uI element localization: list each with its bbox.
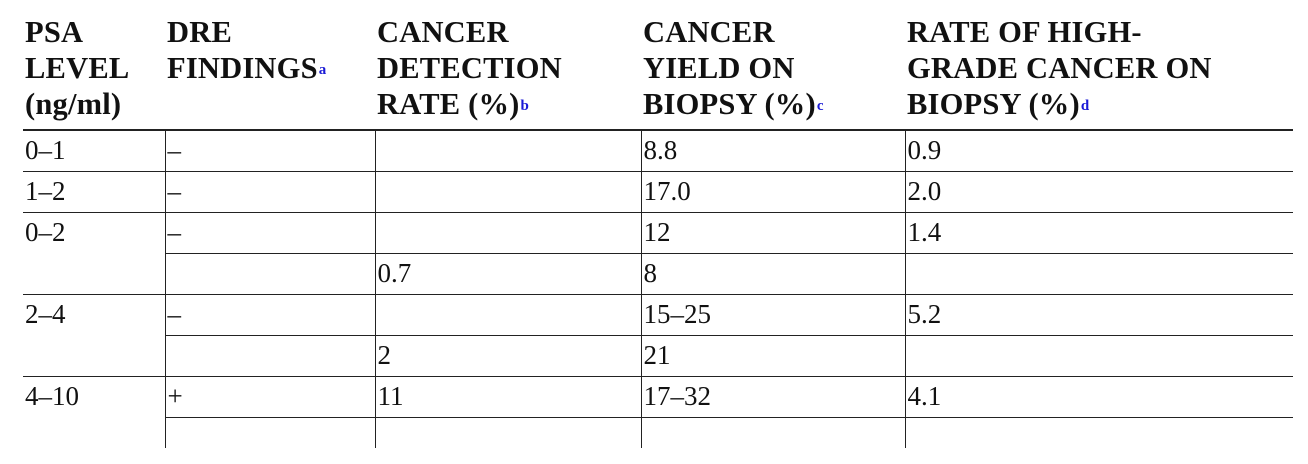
header-yield-line-2: YIELD ON xyxy=(643,51,795,85)
table-row: 4–10 + 11 17–32 4.1 xyxy=(23,375,1293,417)
cell-cancer-yield: 8 xyxy=(641,252,906,294)
cell-high-grade-rate: 5.2 xyxy=(905,293,1293,335)
table-body: 0–1 – 8.8 0.9 1–2 – 17.0 2.0 0–2 – 12 1.… xyxy=(23,129,1293,448)
cell-detection-rate: 0.7 xyxy=(375,252,642,294)
table-row: 2–4 – 15–25 5.2 xyxy=(23,293,1293,335)
cell-dre-findings: – xyxy=(165,293,376,335)
cell-psa-level: 0–1 xyxy=(23,129,166,171)
table-row: 0–1 – 8.8 0.9 xyxy=(23,129,1293,171)
cell-dre-findings xyxy=(165,416,376,448)
psa-cancer-table: PSA LEVEL (ng/ml) DRE FINDINGSa CANCER D… xyxy=(23,14,1293,448)
header-dre-line-2: FINDINGS xyxy=(167,51,318,85)
footnote-c-link[interactable]: c xyxy=(816,98,824,114)
header-detection-line-1: CANCER xyxy=(377,15,509,49)
header-yield-line-3-wrap: BIOPSY (%)c xyxy=(643,86,905,122)
cell-high-grade-rate: 2.0 xyxy=(905,170,1293,212)
header-dre-findings: DRE FINDINGSa xyxy=(165,14,375,130)
footnote-a-link[interactable]: a xyxy=(318,62,327,78)
cell-high-grade-rate xyxy=(905,252,1293,294)
cell-detection-rate xyxy=(375,211,642,253)
cell-cancer-yield: 17.0 xyxy=(641,170,906,212)
header-cancer-yield: CANCER YIELD ON BIOPSY (%)c xyxy=(641,14,905,130)
footnote-b-link[interactable]: b xyxy=(520,98,530,114)
cell-dre-findings: + xyxy=(165,375,376,417)
header-cancer-detection-rate: CANCER DETECTION RATE (%)b xyxy=(375,14,641,130)
cell-cancer-yield: 8.8 xyxy=(641,129,906,171)
cell-dre-findings: – xyxy=(165,129,376,171)
cell-detection-rate xyxy=(375,129,642,171)
header-psa-level: PSA LEVEL (ng/ml) xyxy=(23,14,165,130)
header-high-grade-rate: RATE OF HIGH- GRADE CANCER ON BIOPSY (%)… xyxy=(905,14,1293,130)
cell-psa-level: 1–2 xyxy=(23,170,166,212)
cell-high-grade-rate: 1.4 xyxy=(905,211,1293,253)
header-dre-line-1: DRE xyxy=(167,15,232,49)
cell-psa-level: 0–2 xyxy=(23,211,166,253)
header-high-grade-line-3-wrap: BIOPSY (%)d xyxy=(907,86,1293,122)
cell-cancer-yield: 17–32 xyxy=(641,375,906,417)
table-header: PSA LEVEL (ng/ml) DRE FINDINGSa CANCER D… xyxy=(23,14,1293,130)
header-detection-line-2: DETECTION xyxy=(377,51,562,85)
header-psa-line-3: (ng/ml) xyxy=(25,87,122,121)
cell-detection-rate xyxy=(375,293,642,335)
cell-cancer-yield: 12 xyxy=(641,211,906,253)
cell-dre-findings xyxy=(165,334,376,376)
cell-detection-rate: 11 xyxy=(375,375,642,417)
cell-cancer-yield: 15–25 xyxy=(641,293,906,335)
header-psa-line-2: LEVEL xyxy=(25,51,130,85)
cell-high-grade-rate: 0.9 xyxy=(905,129,1293,171)
cell-cancer-yield: 21 xyxy=(641,334,906,376)
cell-psa-level xyxy=(23,417,166,448)
table-row: 1–2 – 17.0 2.0 xyxy=(23,170,1293,212)
table-row: 0.7 8 xyxy=(23,252,1293,294)
table-row: 2 21 xyxy=(23,334,1293,376)
header-row: PSA LEVEL (ng/ml) DRE FINDINGSa CANCER D… xyxy=(23,14,1293,130)
cell-dre-findings: – xyxy=(165,211,376,253)
cell-psa-level xyxy=(23,253,166,294)
table-row xyxy=(23,416,1293,448)
table-row: 0–2 – 12 1.4 xyxy=(23,211,1293,253)
header-detection-line-3: RATE (%) xyxy=(377,87,520,121)
footnote-d-link[interactable]: d xyxy=(1080,98,1090,114)
header-high-grade-line-3: BIOPSY (%) xyxy=(907,87,1080,121)
cell-high-grade-rate xyxy=(905,416,1293,448)
cell-detection-rate xyxy=(375,416,642,448)
cell-psa-level: 4–10 xyxy=(23,375,166,417)
cell-dre-findings xyxy=(165,252,376,294)
cell-detection-rate xyxy=(375,170,642,212)
header-detection-line-3-wrap: RATE (%)b xyxy=(377,86,641,122)
header-high-grade-line-1: RATE OF HIGH- xyxy=(907,15,1142,49)
cell-high-grade-rate: 4.1 xyxy=(905,375,1293,417)
header-dre-line-2-wrap: FINDINGSa xyxy=(167,50,375,86)
cell-high-grade-rate xyxy=(905,334,1293,376)
cell-psa-level: 2–4 xyxy=(23,293,166,335)
cell-detection-rate: 2 xyxy=(375,334,642,376)
cell-psa-level xyxy=(23,335,166,376)
header-yield-line-1: CANCER xyxy=(643,15,775,49)
cell-cancer-yield xyxy=(641,416,906,448)
header-yield-line-3: BIOPSY (%) xyxy=(643,87,816,121)
header-high-grade-line-2: GRADE CANCER ON xyxy=(907,51,1212,85)
cell-dre-findings: – xyxy=(165,170,376,212)
header-psa-line-1: PSA xyxy=(25,15,84,49)
